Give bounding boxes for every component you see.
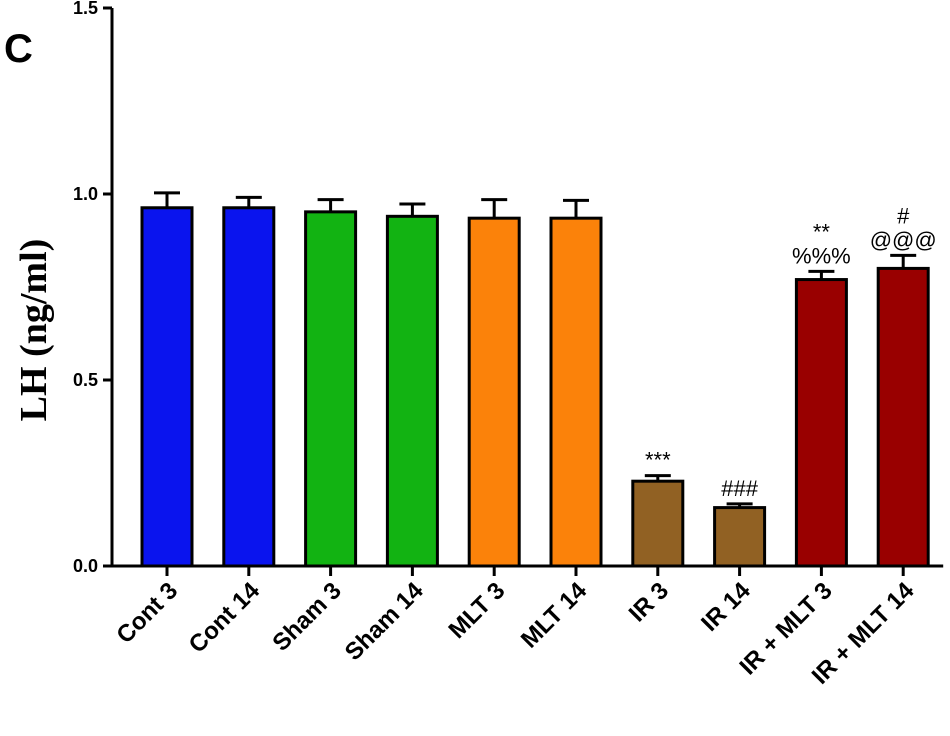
annotations: *** ### **%%% #@@@ xyxy=(645,203,937,500)
significance-marker: *** xyxy=(645,448,671,473)
significance-marker: %%% xyxy=(792,243,851,268)
y-tick-label: 0.5 xyxy=(73,370,98,390)
x-tick-label: IR 14 xyxy=(696,577,756,637)
bar xyxy=(631,479,685,568)
bar xyxy=(140,206,194,568)
x-tick-label: Cont 3 xyxy=(111,577,183,649)
bar xyxy=(794,278,848,568)
error-bars xyxy=(154,191,917,508)
bar xyxy=(222,206,276,568)
x-tick-label: IR 3 xyxy=(624,577,674,627)
y-tick-label: 1.5 xyxy=(73,0,98,18)
bar xyxy=(467,216,521,568)
panel-label: C xyxy=(4,27,33,71)
significance-marker: ### xyxy=(721,476,758,501)
significance-marker: @@@ xyxy=(870,227,937,252)
significance-marker: # xyxy=(897,203,910,228)
bar xyxy=(713,506,767,568)
bar xyxy=(304,210,358,568)
x-tick-label: Sham 3 xyxy=(267,577,346,656)
bars xyxy=(140,206,930,568)
x-tick-label: Sham 14 xyxy=(340,577,429,666)
significance-marker: ** xyxy=(813,219,831,244)
x-tick-label: Cont 14 xyxy=(184,577,266,659)
y-tick-label: 1.0 xyxy=(73,184,98,204)
x-tick-label: MLT 14 xyxy=(516,577,593,654)
x-tick-label: MLT 3 xyxy=(444,577,511,644)
bar xyxy=(385,214,439,568)
y-tick-label: 0.0 xyxy=(73,556,98,576)
bar xyxy=(549,216,603,568)
y-axis-label: LH (ng/ml) xyxy=(13,239,55,422)
bar xyxy=(876,266,930,568)
